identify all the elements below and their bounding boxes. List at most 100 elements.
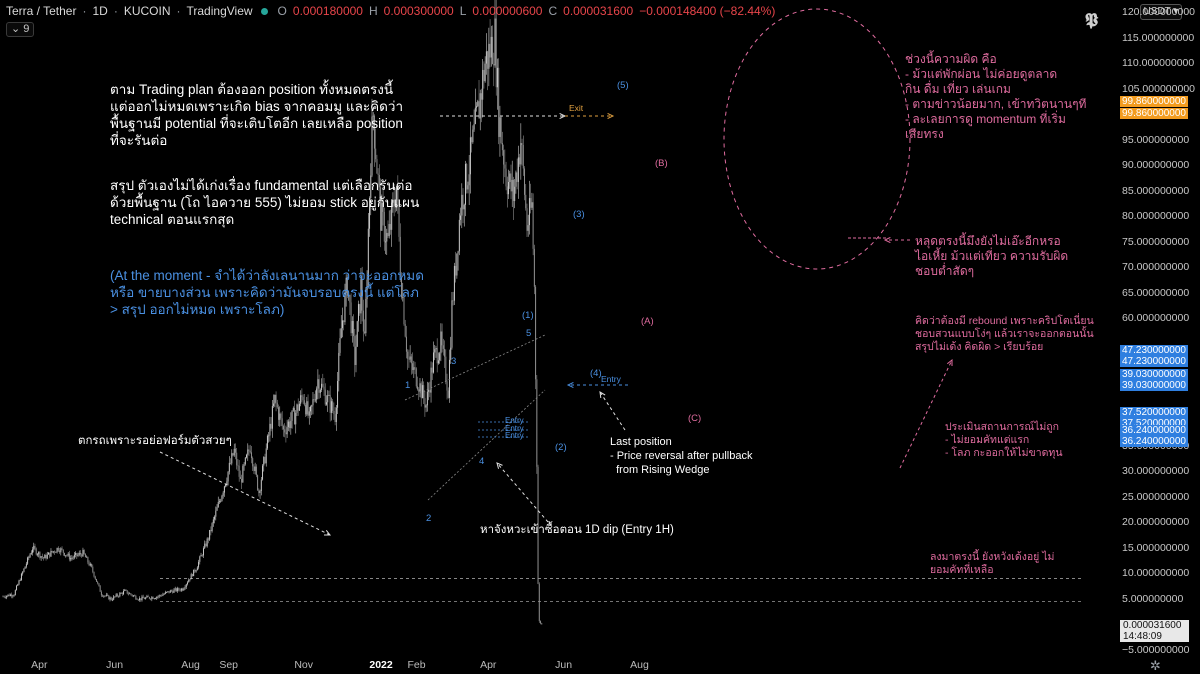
- candle-body: [215, 510, 217, 517]
- candle-body: [86, 556, 88, 558]
- candle-body: [163, 593, 165, 595]
- price-tag: 99.860000000: [1120, 108, 1188, 119]
- y-tick-label: 110.000000000: [1122, 57, 1195, 70]
- indicators-toggle[interactable]: ⌄ 9: [6, 22, 35, 37]
- candle-body: [287, 421, 289, 428]
- candle-body: [407, 351, 409, 359]
- candle-body: [311, 405, 313, 407]
- y-tick-label: 95.000000000: [1122, 133, 1190, 146]
- candle-body: [49, 552, 51, 557]
- candle-body: [290, 420, 292, 428]
- candle-body: [202, 548, 204, 556]
- candle-body: [285, 432, 287, 435]
- candle-body: [227, 471, 229, 482]
- candle-body: [364, 331, 366, 334]
- candle-body: [247, 449, 249, 455]
- candle-body: [440, 331, 442, 354]
- arrow-last-position: [599, 391, 626, 431]
- candle-body: [188, 579, 190, 583]
- candle-body: [494, 18, 496, 66]
- candle-body: [541, 623, 543, 625]
- candle-body: [322, 383, 324, 387]
- candle-body: [78, 552, 80, 555]
- candle-body: [361, 279, 363, 311]
- arrow-last-position-head: [599, 391, 606, 399]
- y-tick-label: 75.000000000: [1122, 235, 1190, 248]
- candle-body: [129, 593, 131, 595]
- y-tick-label: 10.000000000: [1122, 567, 1190, 580]
- candle-body: [65, 555, 67, 557]
- candle-body: [367, 228, 369, 280]
- candle-body: [420, 383, 422, 399]
- candle-body: [450, 347, 452, 360]
- arrow-missed-rally: [159, 451, 331, 536]
- candle-body: [184, 587, 186, 589]
- candle-body: [266, 435, 268, 449]
- candle-body: [264, 456, 266, 464]
- candle-body: [458, 219, 460, 252]
- candle-body: [32, 549, 34, 553]
- candle-body: [410, 356, 412, 364]
- candle-body: [500, 117, 502, 143]
- currency-button[interactable]: USDT ▾: [1140, 4, 1182, 20]
- note-dip-entry: หาจังหวะเข้าซื้อตอน 1D dip (Entry 1H): [480, 524, 674, 536]
- candle-body: [399, 236, 401, 278]
- candle-body: [325, 402, 327, 405]
- candle-body: [52, 551, 54, 553]
- candle-body: [496, 67, 498, 88]
- candle-body: [477, 101, 479, 107]
- settings-gear-icon[interactable]: ✲: [1150, 658, 1161, 673]
- candle-body: [317, 379, 319, 389]
- candle-body: [137, 599, 139, 601]
- symbol-title[interactable]: Terra / Tether: [6, 4, 77, 18]
- candle-body: [242, 466, 244, 483]
- wave-label-big-5: (5): [617, 80, 629, 91]
- candle-body: [164, 592, 166, 594]
- low-label: L: [459, 4, 467, 18]
- candle-body: [151, 597, 153, 600]
- candle-body: [250, 452, 252, 459]
- candle-body: [148, 597, 150, 599]
- candle-body: [329, 394, 331, 413]
- arrow-rebound-head: [946, 358, 953, 367]
- candle-body: [333, 410, 335, 415]
- candle-body: [33, 545, 35, 550]
- candle-body: [415, 368, 417, 387]
- candle-body: [79, 552, 81, 555]
- candle-body: [514, 186, 516, 201]
- candle-body: [439, 353, 441, 361]
- candle-body: [298, 403, 300, 411]
- candle-body: [177, 588, 179, 592]
- candle-body: [95, 578, 97, 582]
- candle-body: [474, 107, 476, 125]
- candle-body: [195, 570, 197, 572]
- candle-body: [168, 591, 170, 593]
- candle-body: [34, 545, 36, 549]
- candle-body: [397, 186, 399, 201]
- candle-body: [61, 548, 63, 550]
- candle-body: [281, 418, 283, 427]
- interval-label[interactable]: 1D: [92, 4, 108, 18]
- candle-body: [488, 43, 490, 69]
- candle-body: [373, 115, 375, 149]
- candle-body: [158, 595, 160, 597]
- candle-body: [335, 407, 337, 423]
- candle-body: [9, 594, 11, 597]
- candle-body: [535, 286, 537, 380]
- candle-body: [391, 202, 393, 230]
- candle-body: [223, 486, 225, 493]
- candle-body: [381, 202, 383, 231]
- candle-body: [484, 63, 486, 82]
- candle-body: [278, 407, 280, 420]
- candle-body: [198, 561, 200, 568]
- candle-body: [189, 579, 191, 580]
- candle-body: [67, 553, 69, 556]
- y-tick-label: 30.000000000: [1122, 465, 1190, 478]
- wave-label-a: (A): [641, 316, 654, 327]
- candle-body: [77, 554, 79, 556]
- x-tick-label: Apr: [31, 659, 48, 671]
- candle-body: [378, 175, 380, 188]
- exchange-label: KUCOIN: [123, 4, 171, 18]
